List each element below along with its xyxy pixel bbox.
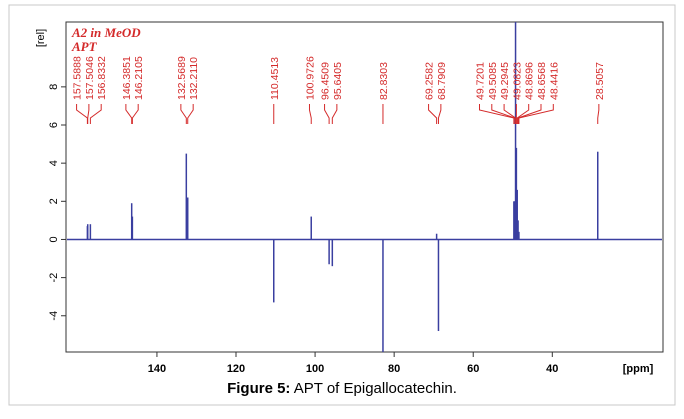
chart-subtitle: APT [71,39,98,54]
x-tick-label: 120 [227,363,245,375]
caption-text: APT of Epigallocatechin. [294,380,457,397]
caption: Figure 5: APT of Epigallocatechin. [227,380,457,397]
peak-label: 95.6405 [332,62,344,100]
peak-label: 48.6568 [536,62,548,100]
plot-frame [66,22,663,352]
x-tick-label: 40 [546,363,558,375]
peak-label: 132.5689 [176,56,188,100]
x-tick-label: 80 [388,363,400,375]
peak-label: 156.8332 [96,56,108,100]
y-tick-label: 6 [48,122,60,128]
peak-label: 69.2582 [424,62,436,100]
peak-label: 49.0823 [511,62,523,100]
y-tick-label: 8 [48,84,60,90]
chart-title: A2 in MeOD [71,25,141,40]
x-axis-label: [ppm] [623,363,654,375]
y-tick-label: 2 [48,198,60,204]
peak-label: 68.7909 [436,62,448,100]
peak-label: 157.5888 [72,56,84,100]
peak-label: 49.5085 [487,62,499,100]
peak-label: 48.8696 [524,62,536,100]
peak-label: 110.4513 [269,57,281,100]
peak-label: 82.8303 [378,62,390,100]
y-tick-label: 0 [48,236,60,242]
peak-label: 96.4509 [320,62,332,100]
peak-label: 49.2945 [499,62,511,100]
caption-label: Figure 5: [227,380,290,397]
peak-label: 49.7201 [474,62,486,100]
peak-label: 146.3851 [121,56,133,100]
y-tick-label: -4 [48,311,60,321]
peak-label: 146.2105 [133,56,145,100]
y-tick-label: -2 [48,273,60,283]
peak-label: 100.9726 [304,56,316,100]
peak-label: 132.2110 [188,57,200,100]
x-tick-label: 140 [148,363,166,375]
peak-label: 28.5057 [594,62,606,100]
peak-label: 157.5046 [84,56,96,100]
peak-label: 48.4416 [548,62,560,100]
y-axis-label: [rel] [35,29,47,47]
x-tick-label: 60 [467,363,479,375]
y-tick-label: 4 [48,160,60,166]
x-tick-label: 100 [306,363,324,375]
